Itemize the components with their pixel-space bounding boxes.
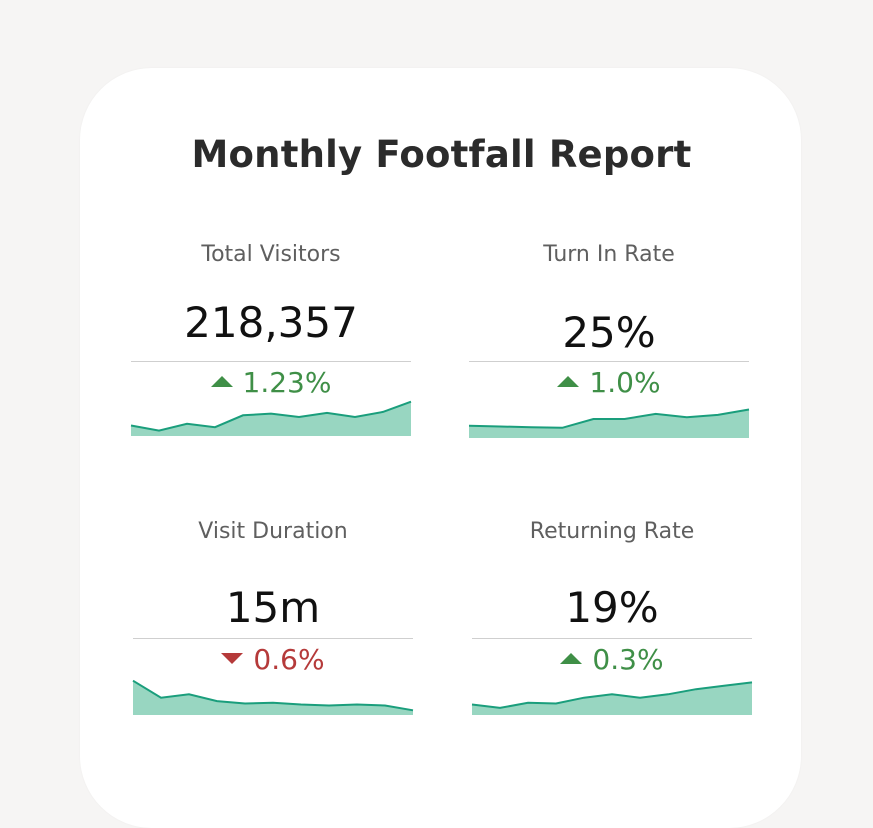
metric-change-value: 0.3% — [592, 643, 664, 676]
metric-total-visitors: Total Visitors 218,357 1.23% — [130, 238, 412, 448]
trend-down-icon — [221, 652, 244, 664]
sparkline-area — [131, 401, 411, 436]
metric-divider — [133, 638, 413, 639]
metric-change: 1.0% — [469, 366, 749, 399]
metric-turn-in-rate: Turn In Rate 25% 1.0% — [468, 238, 750, 448]
metric-value: 19% — [565, 583, 659, 632]
metric-change-value: 1.0% — [589, 366, 661, 399]
metric-value: 25% — [562, 308, 656, 357]
sparkline-line — [132, 679, 414, 712]
sparkline-line — [471, 681, 753, 709]
metric-divider — [469, 361, 749, 362]
trend-up-icon — [560, 652, 583, 664]
metric-value: 218,357 — [184, 298, 358, 347]
report-title: Monthly Footfall Report — [191, 133, 692, 176]
trend-sparkline — [130, 400, 412, 436]
sparkline-area — [472, 682, 752, 715]
sparkline-area — [133, 680, 413, 715]
trend-up-icon — [557, 375, 580, 387]
trend-sparkline — [471, 681, 753, 715]
sparkline-area — [469, 409, 749, 438]
sparkline-line — [130, 400, 412, 432]
metric-change: 1.23% — [131, 366, 411, 399]
metric-change: 0.6% — [133, 643, 413, 676]
trend-sparkline — [468, 408, 750, 438]
metric-change-value: 1.23% — [242, 366, 332, 399]
metric-label: Visit Duration — [198, 519, 348, 544]
metric-visit-duration: Visit Duration 15m 0.6% — [132, 517, 414, 727]
metric-returning-rate: Returning Rate 19% 0.3% — [471, 517, 753, 727]
metric-divider — [131, 361, 411, 362]
metric-label: Total Visitors — [201, 242, 341, 267]
metric-value: 15m — [225, 583, 321, 632]
metric-label: Turn In Rate — [543, 242, 675, 267]
trend-up-icon — [210, 375, 233, 387]
trend-sparkline — [132, 679, 414, 715]
metric-label: Returning Rate — [529, 519, 695, 544]
sparkline-line — [468, 408, 750, 429]
metric-change: 0.3% — [472, 643, 752, 676]
metric-change-value: 0.6% — [253, 643, 325, 676]
metric-divider — [472, 638, 752, 639]
